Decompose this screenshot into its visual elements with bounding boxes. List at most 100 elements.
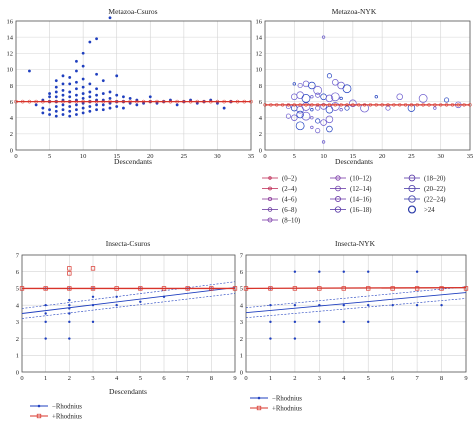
data-point (321, 140, 326, 144)
data-point (88, 95, 92, 99)
reference-marker (188, 99, 193, 104)
legend-item-nyk: (10–12) (330, 175, 372, 182)
chart-title-metazoa-nyk: Metazoa-NYK (332, 7, 377, 16)
reference-marker (242, 99, 247, 104)
legend-marker (257, 396, 261, 400)
x-axis-label-metazoa-nyk: Descendants (335, 157, 373, 166)
legend-label: (20–22) (424, 186, 446, 193)
data-point (68, 114, 72, 118)
data-point (88, 82, 92, 86)
data-point-minus-rhodnius (269, 303, 272, 307)
y-tick-label: 6 (10, 99, 14, 106)
reference-marker (229, 99, 233, 104)
data-point-minus-rhodnius (318, 270, 321, 273)
data-point (54, 109, 58, 113)
x-tick-label: 1 (44, 375, 47, 382)
data-point (325, 94, 334, 103)
data-point (433, 106, 437, 110)
legend-marker (36, 413, 42, 419)
data-point (332, 79, 339, 86)
legend-marker (335, 185, 341, 192)
data-point (48, 108, 51, 112)
data-point (326, 125, 333, 133)
data-point (54, 95, 58, 99)
x-tick-label: 9 (233, 375, 236, 382)
data-point (108, 106, 112, 110)
data-point-minus-rhodnius (269, 337, 272, 340)
x-tick-label: 8 (440, 375, 443, 382)
x-tick-label: 6 (162, 375, 166, 382)
data-point (41, 106, 45, 110)
data-point-minus-rhodnius (115, 295, 118, 298)
data-point (360, 103, 369, 113)
reference-marker (41, 99, 45, 104)
x-tick-label: 0 (20, 375, 23, 382)
reference-marker (121, 99, 126, 104)
y-tick-label: 14 (7, 34, 14, 41)
data-point (148, 95, 152, 99)
data-point (54, 114, 58, 118)
data-point (95, 37, 98, 41)
data-point-minus-rhodnius (44, 303, 47, 307)
data-point (115, 74, 119, 78)
fit-band-upper (245, 286, 467, 308)
data-point-minus-rhodnius (162, 295, 166, 298)
legend-label: (12–14) (350, 186, 372, 193)
y-tick-label: 12 (7, 51, 14, 58)
data-point (54, 85, 58, 89)
legend-marker (256, 405, 262, 411)
x-tick-label: 25 (181, 153, 188, 160)
reference-marker (54, 99, 59, 104)
y-tick-label: 8 (259, 83, 262, 90)
data-point (61, 113, 65, 116)
y-tick-label: 16 (7, 18, 14, 25)
data-point-plus-rhodnius (292, 286, 298, 291)
x-tick-label: 0 (244, 375, 247, 382)
data-point (349, 99, 357, 107)
y-tick-label: 4 (10, 115, 14, 122)
data-point (330, 92, 340, 102)
plot-0: 0 5 10 15 20 25 30 35 0 2 4 6 8 10 12 14 16 (7, 16, 254, 160)
data-point (95, 103, 98, 107)
reference-marker (433, 103, 437, 107)
data-point (325, 115, 334, 124)
x-tick-label: 4 (342, 375, 346, 382)
data-point (68, 76, 72, 79)
data-point-minus-rhodnius (367, 270, 370, 273)
data-point (95, 93, 98, 97)
chart-title-insecta-nyk: Insecta-NYK (335, 239, 376, 248)
data-point (301, 111, 311, 121)
legend-item-plus-rhodnius: +Rhodnius (250, 405, 302, 412)
data-point (444, 97, 450, 103)
reference-marker (27, 99, 32, 104)
reference-marker (155, 99, 159, 104)
data-point-minus-rhodnius (68, 312, 71, 315)
data-point (75, 80, 78, 84)
data-point (222, 106, 226, 110)
reference-marker (128, 99, 132, 104)
reference-marker (20, 99, 25, 104)
reference-marker (304, 103, 308, 107)
data-point-minus-rhodnius (91, 295, 95, 298)
data-point (48, 95, 51, 99)
data-point-plus-rhodnius (90, 286, 96, 291)
data-point (339, 108, 343, 112)
data-point (88, 40, 92, 44)
data-point-minus-rhodnius (44, 337, 47, 340)
data-point (385, 105, 391, 111)
legend-marker (408, 184, 416, 192)
x-tick-label: 7 (186, 375, 190, 382)
data-point (61, 93, 65, 97)
fit-band-lower (21, 293, 236, 319)
data-point-minus-rhodnius (293, 270, 297, 273)
reference-marker (101, 99, 106, 104)
x-tick-label: 5 (367, 375, 370, 382)
data-point-minus-rhodnius (318, 303, 321, 307)
data-point (61, 74, 65, 78)
data-point (81, 111, 85, 115)
reference-marker (409, 103, 414, 107)
x-tick-label: 5 (293, 153, 296, 160)
data-point (88, 90, 92, 94)
data-point-plus-rhodnius (161, 286, 167, 291)
y-tick-label: 16 (256, 18, 263, 25)
